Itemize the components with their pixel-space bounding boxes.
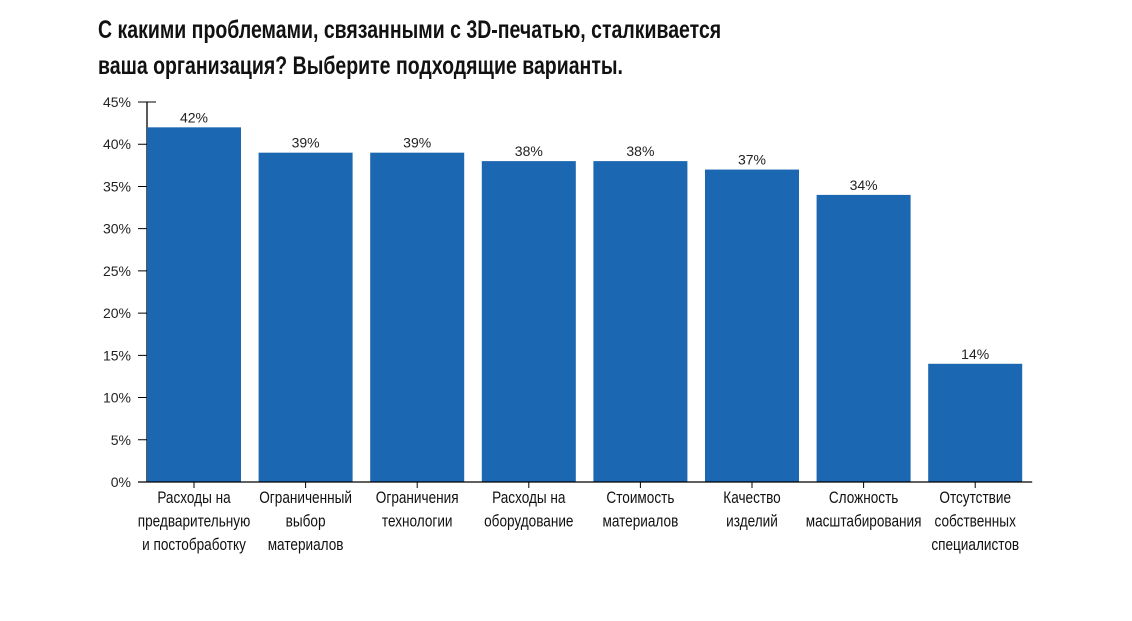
data-label: 39% <box>403 135 431 151</box>
x-tick-label: Расходы на <box>492 489 566 508</box>
y-tick-label: 40% <box>103 136 131 152</box>
x-tick-label: предварительную <box>138 512 251 531</box>
data-label: 34% <box>850 177 878 193</box>
x-tick-label: и постобработку <box>142 536 246 555</box>
data-label: 38% <box>626 143 654 159</box>
chart-title-line-2: ваша организация? Выберите подходящие ва… <box>98 52 623 80</box>
y-tick-label: 0% <box>111 474 131 490</box>
x-tick-label: собственных <box>935 512 1017 531</box>
y-tick-label: 10% <box>103 390 131 406</box>
x-tick-label: материалов <box>603 512 679 531</box>
data-label: 37% <box>738 152 766 168</box>
x-tick-label: Сложность <box>829 489 899 508</box>
y-tick-label: 25% <box>103 263 131 279</box>
x-tick-label: специалистов <box>931 536 1019 555</box>
y-tick-label: 5% <box>111 432 131 448</box>
y-tick-label: 35% <box>103 178 131 194</box>
x-tick-label: Качество <box>723 489 780 508</box>
x-tick-label: материалов <box>268 536 344 555</box>
x-tick-label: технологии <box>382 512 453 531</box>
y-tick-label: 45% <box>103 94 131 110</box>
x-tick-label: Ограничения <box>376 489 459 508</box>
x-tick-label: Ограниченный <box>259 489 352 508</box>
x-tick-label: Расходы на <box>157 489 231 508</box>
bar <box>147 127 241 482</box>
y-tick-label: 30% <box>103 221 131 237</box>
bar <box>370 152 465 482</box>
bar <box>816 194 911 482</box>
chart-title-line-1: С какими проблемами, связанными с 3D-печ… <box>98 16 722 44</box>
bar <box>481 161 576 482</box>
x-tick-label: Отсутствие <box>939 489 1011 508</box>
y-tick-label: 20% <box>103 305 131 321</box>
x-tick-label: масштабирования <box>806 512 922 531</box>
chart-title: С какими проблемами, связанными с 3D-печ… <box>98 12 721 84</box>
data-label: 38% <box>515 143 543 159</box>
bar <box>928 363 1023 482</box>
x-tick-label: выбор <box>286 512 326 531</box>
data-label: 14% <box>961 346 989 362</box>
data-label: 39% <box>292 135 320 151</box>
x-tick-label: изделий <box>726 512 778 531</box>
y-tick-label: 15% <box>103 347 131 363</box>
bar <box>593 161 688 482</box>
x-tick-label: оборудование <box>484 512 573 531</box>
bar <box>705 169 799 483</box>
x-tick-label: Стоимость <box>606 489 674 508</box>
bar <box>258 152 353 482</box>
data-label: 42% <box>180 109 208 125</box>
